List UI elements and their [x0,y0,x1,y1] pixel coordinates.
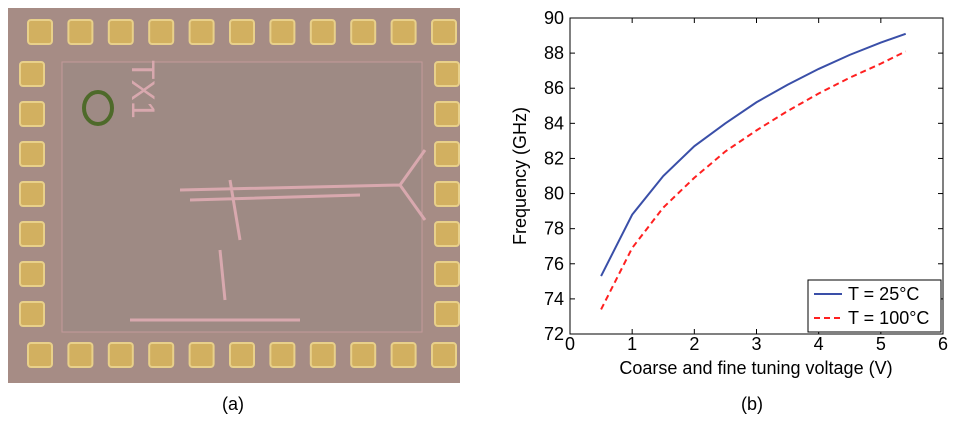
pad [432,343,456,367]
y-tick-label: 76 [544,254,564,274]
x-tick-label: 3 [751,334,761,354]
x-axis-label: Coarse and fine tuning voltage (V) [619,358,892,378]
chip-label: TX1 [125,60,161,119]
pad [435,142,459,166]
pad [392,343,416,367]
pad [311,20,335,44]
pad [435,182,459,206]
page: TX1 (a) (b) Coarse and fine tuning volta… [0,0,973,429]
legend-label: T = 100°C [848,308,929,328]
x-tick-label: 4 [814,334,824,354]
pad [392,20,416,44]
pad [432,20,456,44]
pad [28,20,52,44]
pad [20,62,44,86]
y-tick-label: 82 [544,148,564,168]
pad [68,343,92,367]
pad [20,262,44,286]
y-tick-label: 86 [544,78,564,98]
y-tick-label: 90 [544,8,564,28]
y-tick-label: 88 [544,43,564,63]
pad [190,20,214,44]
pad [149,343,173,367]
pad [20,222,44,246]
pad [20,182,44,206]
y-tick-label: 80 [544,184,564,204]
y-axis-label: Frequency (GHz) [510,107,530,245]
pad [149,20,173,44]
pad [435,102,459,126]
pad [435,62,459,86]
pad [435,222,459,246]
pad [20,102,44,126]
y-tick-label: 72 [544,324,564,344]
x-tick-label: 2 [689,334,699,354]
pad [20,142,44,166]
pad [270,343,294,367]
pad [20,302,44,326]
pad [435,262,459,286]
panel-label: (b) [741,394,763,414]
pad [109,343,133,367]
x-tick-label: 5 [876,334,886,354]
panel-label: (a) [222,394,244,414]
x-tick-label: 6 [938,334,948,354]
pad [230,20,254,44]
pad [109,20,133,44]
pad [351,343,375,367]
series-line [601,34,906,276]
y-tick-label: 78 [544,219,564,239]
x-tick-label: 1 [627,334,637,354]
y-tick-label: 74 [544,289,564,309]
pad [28,343,52,367]
x-tick-label: 0 [565,334,575,354]
y-tick-label: 84 [544,113,564,133]
pad [68,20,92,44]
pad [351,20,375,44]
figure: TX1 (a) (b) Coarse and fine tuning volta… [0,0,973,424]
pad [190,343,214,367]
legend-label: T = 25°C [848,284,919,304]
pad [230,343,254,367]
pad [435,302,459,326]
pad [270,20,294,44]
series-line [601,51,906,309]
pad [311,343,335,367]
